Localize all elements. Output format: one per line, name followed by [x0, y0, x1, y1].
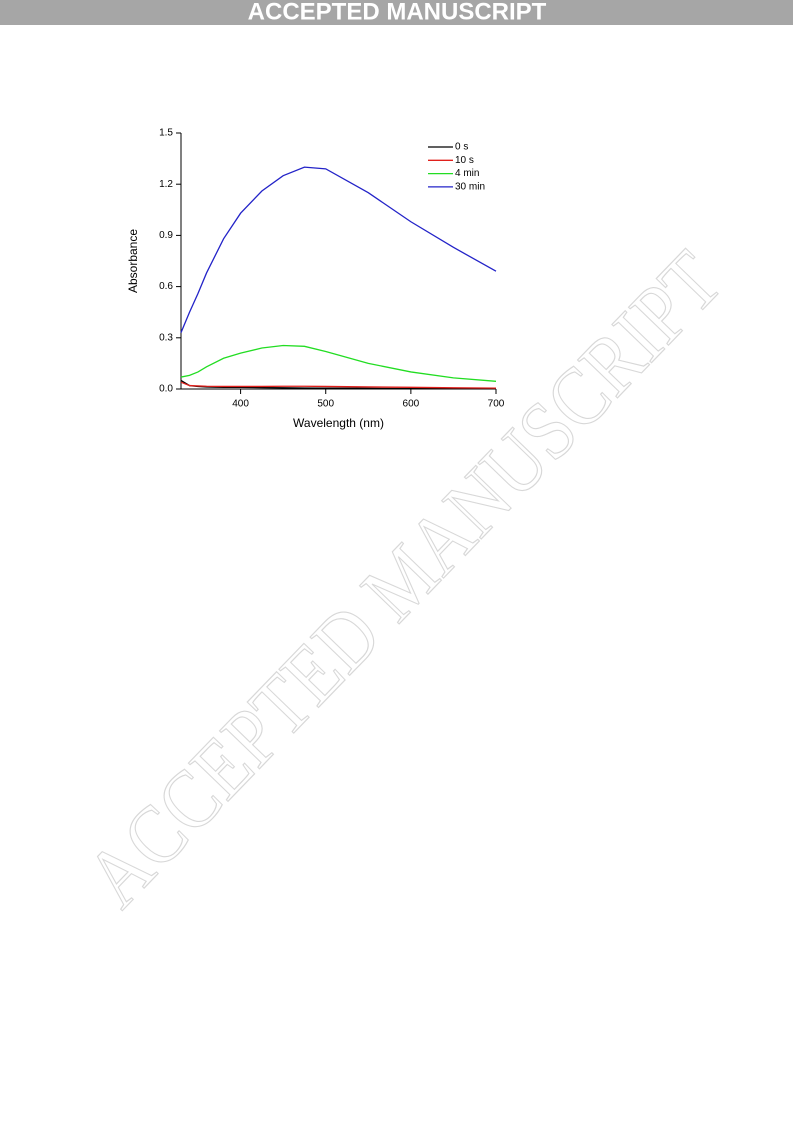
chart: 0.0 0.3 0.6 0.9 1.2 1.5 400 500 600 700 Wavelength… [126, 128, 505, 431]
x-axis-label: Wavelength (nm) [293, 416, 384, 430]
y-tick-label: 1.2 [159, 179, 173, 190]
legend-label: 30 min [455, 182, 485, 193]
y-tick-label: 0.6 [159, 281, 173, 292]
y-tick-label: 0.9 [159, 230, 173, 241]
legend-label: 10 s [455, 155, 474, 166]
x-tick-label: 500 [317, 399, 334, 410]
y-axis-label: Absorbance [126, 229, 140, 293]
series-line [180, 166, 497, 333]
legend-label: 0 s [455, 142, 468, 153]
header-band [0, 0, 793, 25]
y-tick-label: 1.5 [159, 128, 173, 139]
series-line [180, 381, 497, 389]
legend-label: 4 min [455, 168, 479, 179]
y-tick-label: 0.0 [159, 384, 173, 395]
x-tick-label: 600 [403, 399, 420, 410]
x-tick-label: 700 [488, 399, 505, 410]
x-tick-label: 400 [232, 399, 249, 410]
series-line [180, 344, 497, 382]
y-tick-label: 0.3 [159, 332, 173, 343]
header-banner: ACCEPTED MANUSCRIPT [248, 0, 547, 25]
